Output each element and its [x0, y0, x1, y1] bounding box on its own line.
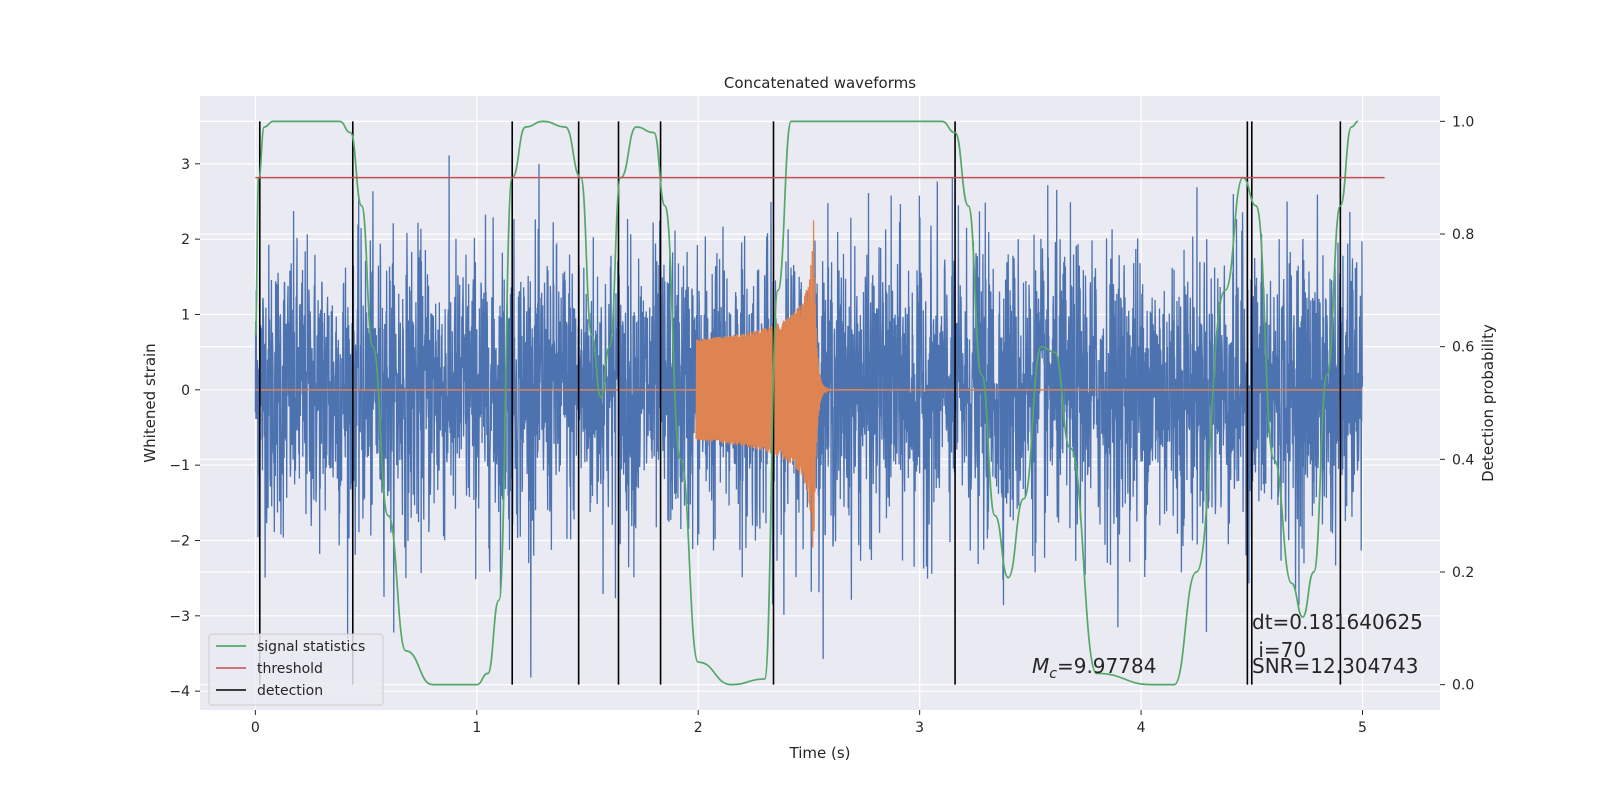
- x-tick-label: 1: [472, 720, 481, 736]
- y-tick-label: −4: [169, 684, 190, 700]
- y-axis-right: 0.0 0.2 0.4 0.6 0.8 1.0: [1440, 114, 1474, 694]
- x-tick-label: 0: [251, 720, 260, 736]
- grid: [200, 96, 1440, 710]
- annotation-i: i=70: [1252, 638, 1306, 662]
- mc-value: =9.97784: [1057, 654, 1156, 678]
- annotation-snr: SNR=12.304743: [1252, 654, 1418, 678]
- x-tick-label: 2: [694, 720, 703, 736]
- legend-label-signal: signal statistics: [257, 639, 365, 655]
- y-tick-label: −1: [169, 458, 190, 474]
- x-tick-label: 3: [915, 720, 924, 736]
- legend-label-threshold: threshold: [257, 661, 323, 677]
- annotation-mc: Mc=9.97784: [1032, 654, 1156, 682]
- x-tick-label: 5: [1358, 720, 1367, 736]
- legend-label-detection: detection: [257, 683, 323, 699]
- annotations: dt=0.181640625 i=70 SNR=12.304743 Mc=9.9…: [1032, 610, 1423, 682]
- y-tick-label: 1: [181, 307, 190, 323]
- legend-box: [208, 633, 384, 706]
- y-tick-label: 0: [181, 383, 190, 399]
- y2-tick-label: 1.0: [1452, 114, 1474, 130]
- y2-tick-label: 0.0: [1452, 678, 1474, 694]
- y-tick-label: −3: [169, 609, 190, 625]
- y2-axis-label: Detection probability: [1479, 324, 1497, 482]
- y-tick-label: −2: [169, 533, 190, 549]
- detection-lines: [258, 121, 1342, 685]
- x-tick-label: 4: [1137, 720, 1146, 736]
- legend: signal statistics threshold detection: [208, 633, 384, 706]
- annotation-dt: dt=0.181640625: [1252, 610, 1423, 634]
- y2-tick-label: 0.4: [1452, 452, 1474, 468]
- signal-statistics-series: [254, 120, 1359, 686]
- y-tick-label: 3: [181, 157, 190, 173]
- y2-tick-label: 0.2: [1452, 565, 1474, 581]
- mc-symbol: M: [1032, 654, 1049, 678]
- y2-tick-label: 0.8: [1452, 227, 1474, 243]
- chart-title: Concatenated waveforms: [724, 74, 916, 92]
- y-axis-left: −4 −3 −2 −1 0 1 2 3: [169, 157, 200, 700]
- y-axis-label: Whitened strain: [141, 343, 159, 462]
- y2-tick-label: 0.6: [1452, 340, 1474, 356]
- x-axis: 0 1 2 3 4 5: [251, 710, 1367, 736]
- mc-subscript: c: [1049, 666, 1057, 682]
- y-tick-label: 2: [181, 232, 190, 248]
- x-axis-label: Time (s): [789, 744, 851, 762]
